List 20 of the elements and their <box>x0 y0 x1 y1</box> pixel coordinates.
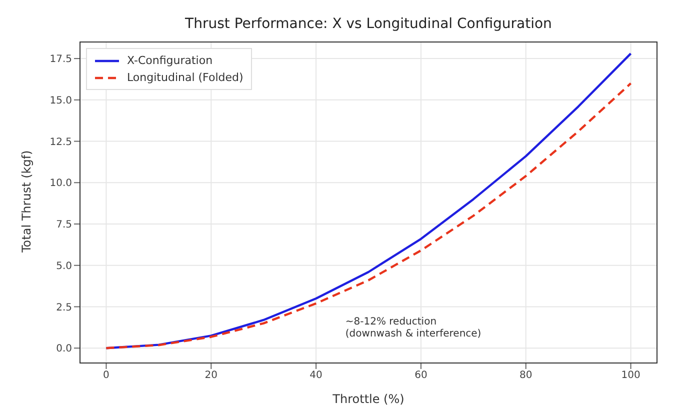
x-tick-label: 40 <box>310 370 322 382</box>
x-tick-label: 100 <box>621 370 640 382</box>
legend-label: Longitudinal (Folded) <box>127 70 244 86</box>
y-tick-label: 7.5 <box>56 220 72 231</box>
y-tick-label: 10.0 <box>50 178 72 190</box>
x-tick-label: 20 <box>204 370 218 382</box>
x-axis-title: Throttle (%) <box>332 392 404 406</box>
chart-title: Thrust Performance: X vs Longitudinal Configuration <box>184 16 553 32</box>
annotation: ~8-12% reduction (downwash & interference) <box>345 316 482 340</box>
x-tick-label: 80 <box>519 370 532 382</box>
y-tick-label: 5.0 <box>56 260 72 272</box>
x-tick-label: 60 <box>414 370 428 382</box>
legend-label: X-Configuration <box>127 53 213 69</box>
y-tick-label: 15.0 <box>50 95 72 106</box>
y-tick-label: 0.0 <box>56 344 72 355</box>
y-tick-label: 2.5 <box>56 302 72 314</box>
y-tick-label: 17.5 <box>50 54 72 66</box>
x-tick-label: 0 <box>103 370 110 382</box>
y-tick-label: 12.5 <box>50 136 72 148</box>
y-axis-title: Total Thrust (kgf) <box>19 150 34 254</box>
